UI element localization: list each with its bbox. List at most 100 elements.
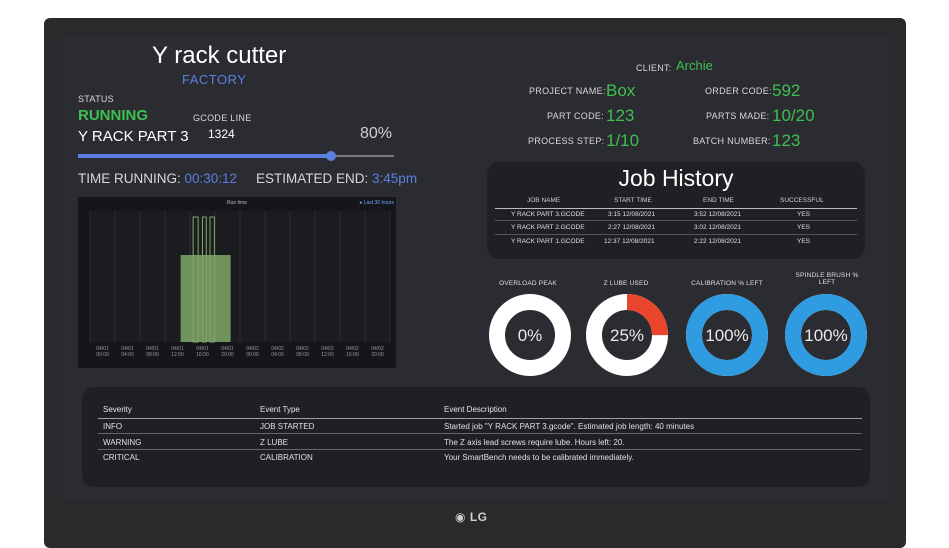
chart-tick-label: 04/02 00:00	[246, 346, 259, 358]
event-type: JOB STARTED	[260, 422, 315, 431]
chart-tick-label: 04/02 12:00	[321, 346, 334, 358]
job-successful: YES	[797, 224, 811, 231]
gauge-value: 100%	[804, 326, 847, 345]
gauge-calibration-left: 100%	[686, 294, 768, 376]
chart-tick-label: 04/02 04:00	[271, 346, 284, 358]
job-successful: YES	[797, 238, 811, 245]
chart-tick-label: 04/01 20:00	[221, 346, 234, 358]
gauge-label: CALIBRATION % LEFT	[691, 280, 763, 287]
status-value: RUNNING	[78, 107, 148, 124]
order-code-value: 592	[772, 81, 801, 100]
client-label: CLIENT:	[636, 63, 672, 73]
client-value: Archie	[676, 58, 713, 73]
gauge-arc	[586, 294, 668, 376]
job-start-time: 3:15 12/08/2021	[608, 211, 655, 218]
time-running-value: 00:30:12	[184, 171, 238, 186]
event-type: Z LUBE	[260, 438, 289, 447]
job-end-time: 3:02 12/08/2021	[694, 224, 741, 231]
brand-logo: ◉ LG	[455, 510, 488, 524]
progress-slider-handle[interactable]	[325, 151, 336, 161]
job-history-col-start: START TIME	[614, 197, 652, 204]
event-description: Started job "Y RACK PART 3.gcode". Estim…	[444, 422, 695, 431]
job-history-col-end: END TIME	[703, 197, 734, 204]
job-name: Y RACK PART 1.GCODE	[511, 238, 585, 245]
part-code-value: 123	[606, 106, 635, 125]
events-divider	[98, 418, 862, 419]
chart-legend[interactable]: ● Last 30 hours	[359, 200, 394, 206]
process-step-label: PROCESS STEP:	[528, 136, 605, 146]
gauge-z-lube-used: 25%	[586, 294, 668, 376]
runtime-chart-plot	[89, 211, 391, 343]
chart-tick-label: 04/01 04:00	[121, 346, 134, 358]
gauge-value: 0%	[518, 326, 543, 345]
gauge-label: Z LUBE USED	[603, 280, 649, 287]
project-name-value: Box	[606, 81, 636, 100]
parts-made-value: 10/20	[772, 106, 815, 125]
job-history-col-name: JOB NAME	[527, 197, 561, 204]
chart-tick-label: 04/01 00:00	[96, 346, 109, 358]
batch-number-value: 123	[772, 131, 801, 150]
chart-bar	[202, 216, 207, 343]
job-history-divider	[495, 208, 857, 209]
events-col-severity: Severity	[103, 405, 132, 414]
runtime-chart: Run time ● Last 30 hours 04/01 00:00 04/01…	[78, 197, 396, 368]
event-severity: CRITICAL	[103, 453, 140, 462]
row-divider	[495, 220, 857, 221]
dashboard-screen: Y rack cutter FACTORY STATUS RUNNING GCO…	[62, 36, 888, 500]
gcode-line-label: GCODE LINE	[193, 113, 252, 123]
gauge-spindle-brush-left: 100%	[785, 294, 867, 376]
row-divider	[98, 449, 862, 450]
order-code-label: ORDER CODE:	[705, 86, 772, 96]
chart-bar	[180, 255, 231, 342]
gauge-label: SPINDLE BRUSH % LEFT	[795, 272, 859, 286]
lg-logo-icon: ◉	[455, 510, 466, 524]
chart-title: Run time	[226, 200, 247, 206]
job-name: Y RACK PART 2.GCODE	[511, 224, 585, 231]
gcode-line-value: 1324	[208, 127, 235, 141]
progress-percent: 80%	[360, 125, 393, 142]
event-type: CALIBRATION	[260, 453, 313, 462]
estimated-end: ESTIMATED END: 3:45pm	[256, 171, 417, 186]
event-severity: WARNING	[103, 438, 142, 447]
gauge-arc	[785, 294, 867, 376]
parts-made-label: PARTS MADE:	[706, 111, 770, 121]
job-end-time: 3:52 12/08/2021	[694, 211, 741, 218]
row-divider	[495, 234, 857, 235]
brand-name: LG	[469, 510, 488, 524]
chart-tick-label: 04/02 16:00	[346, 346, 359, 358]
project-name-label: PROJECT NAME:	[529, 86, 606, 96]
chart-legend-label: Last 30 hours	[363, 200, 394, 206]
chart-bar	[209, 216, 215, 343]
gauge-value: 25%	[610, 326, 644, 345]
chart-bar	[192, 216, 199, 343]
chart-tick-label: 04/01 12:00	[171, 346, 184, 358]
row-divider	[98, 433, 862, 434]
part-code-label: PART CODE:	[547, 111, 605, 121]
job-history-title: Job History	[618, 165, 734, 191]
time-running: TIME RUNNING: 00:30:12	[78, 171, 237, 186]
machine-location: FACTORY	[182, 72, 247, 87]
chart-tick-label: 04/01 16:00	[196, 346, 209, 358]
estimated-end-value: 3:45pm	[372, 171, 418, 186]
job-history-col-successful: SUCCESSFUL	[780, 197, 824, 204]
job-successful: YES	[797, 211, 811, 218]
gauge-value: 100%	[705, 326, 748, 345]
events-col-type: Event Type	[260, 405, 300, 414]
job-start-time: 2:27 12/08/2021	[608, 224, 655, 231]
estimated-end-label: ESTIMATED END:	[256, 171, 369, 186]
job-name: Y RACK PART 3.GCODE	[511, 211, 585, 218]
gauge-arc	[686, 294, 768, 376]
event-description: Your SmartBench needs to be calibrated i…	[444, 453, 634, 462]
event-severity: INFO	[103, 422, 123, 431]
progress-fill	[78, 154, 331, 158]
batch-number-label: BATCH NUMBER:	[693, 136, 771, 146]
chart-tick-label: 04/02 08:00	[296, 346, 309, 358]
event-description: The Z axis lead screws require lube. Hou…	[444, 438, 625, 447]
status-label: STATUS	[78, 94, 114, 104]
job-history-panel: Job History JOB NAME START TIME END TIME…	[487, 162, 865, 259]
gauge-label: OVERLOAD PEAK	[499, 280, 557, 287]
process-step-value: 1/10	[606, 131, 640, 150]
job-end-time: 2:22 12/08/2021	[694, 238, 741, 245]
events-col-description: Event Description	[444, 405, 507, 414]
events-panel: Severity Event Type Event Description IN…	[82, 387, 870, 487]
